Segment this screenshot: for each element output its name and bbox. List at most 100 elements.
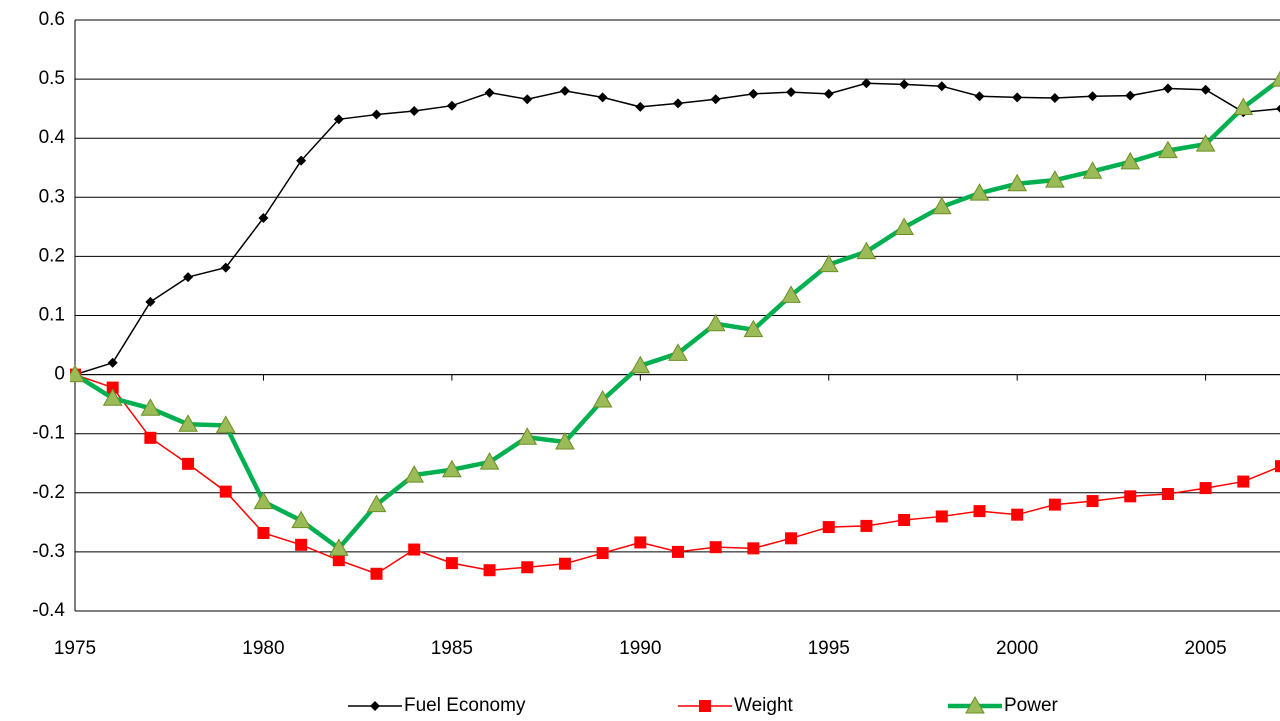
marker <box>634 536 647 549</box>
marker <box>258 212 269 223</box>
marker <box>183 272 194 283</box>
marker <box>408 543 421 556</box>
marker <box>1082 161 1103 179</box>
marker <box>446 100 457 111</box>
series-line <box>74 82 1280 376</box>
marker <box>1275 460 1280 473</box>
marker <box>1011 508 1024 521</box>
marker <box>936 81 947 92</box>
marker <box>823 88 834 99</box>
y-tick-label: -0.4 <box>32 600 65 621</box>
marker <box>479 452 500 470</box>
marker <box>899 79 910 90</box>
marker <box>70 364 85 383</box>
marker <box>1012 92 1023 103</box>
x-tick-label: 2005 <box>1184 638 1226 659</box>
marker <box>818 254 839 273</box>
y-tick-label: 0.5 <box>39 68 65 89</box>
y-tick-label: 0.1 <box>39 305 65 326</box>
legend-label: Weight <box>734 695 794 716</box>
marker <box>705 313 726 332</box>
marker <box>861 78 872 89</box>
marker <box>107 357 118 368</box>
marker <box>672 545 684 558</box>
marker <box>1158 140 1178 159</box>
marker <box>182 457 195 470</box>
marker <box>785 532 798 545</box>
marker <box>935 510 948 523</box>
marker <box>592 389 613 408</box>
marker <box>328 538 349 556</box>
marker <box>296 155 307 166</box>
marker <box>1237 475 1250 488</box>
marker <box>699 700 711 712</box>
marker <box>257 526 270 539</box>
marker <box>747 542 760 555</box>
marker <box>894 217 914 235</box>
marker <box>973 505 986 518</box>
marker <box>332 554 345 567</box>
marker <box>1199 482 1212 495</box>
marker <box>1120 151 1141 170</box>
x-tick-label: 2000 <box>996 638 1038 659</box>
marker <box>522 94 533 105</box>
marker <box>822 521 835 534</box>
marker <box>220 262 231 273</box>
marker <box>1087 91 1098 102</box>
marker <box>781 285 801 303</box>
series-line <box>74 373 1280 575</box>
marker <box>969 183 990 201</box>
marker <box>965 695 985 714</box>
marker <box>786 87 797 98</box>
marker <box>1045 170 1065 188</box>
series-line <box>73 77 1280 552</box>
marker <box>295 538 308 551</box>
marker <box>1195 134 1216 152</box>
marker <box>106 381 119 394</box>
marker <box>253 491 274 510</box>
marker <box>743 319 764 338</box>
marker <box>1233 97 1254 115</box>
marker <box>517 427 538 445</box>
marker <box>635 101 646 112</box>
marker <box>140 398 161 416</box>
marker <box>521 561 534 574</box>
marker <box>1161 487 1174 500</box>
marker <box>1276 104 1280 113</box>
marker <box>145 296 156 307</box>
marker <box>178 414 198 432</box>
x-tick-label: 1980 <box>242 638 284 659</box>
marker <box>404 465 425 483</box>
marker <box>483 564 496 577</box>
marker <box>442 459 462 478</box>
marker <box>860 519 873 532</box>
marker <box>673 98 683 109</box>
marker <box>709 541 722 554</box>
y-tick-label: -0.1 <box>32 423 65 444</box>
marker <box>144 431 157 444</box>
marker <box>1048 498 1061 511</box>
marker <box>371 109 382 120</box>
marker <box>409 106 420 117</box>
marker <box>710 94 721 105</box>
marker <box>555 431 575 450</box>
marker <box>1200 84 1211 95</box>
marker <box>748 88 759 99</box>
marker <box>219 485 232 498</box>
marker <box>856 241 877 260</box>
marker <box>558 557 571 570</box>
marker <box>898 513 911 526</box>
plot-area <box>70 70 1280 580</box>
y-tick-label: -0.2 <box>32 482 65 503</box>
marker <box>596 547 609 560</box>
marker <box>102 388 123 406</box>
y-tick-label: 0.2 <box>39 245 65 266</box>
marker <box>1124 490 1137 503</box>
y-tick-label: 0.3 <box>39 186 65 207</box>
marker <box>668 343 688 361</box>
marker <box>1162 83 1173 94</box>
marker <box>974 91 985 102</box>
marker <box>559 85 570 96</box>
y-tick-label: 0.4 <box>39 127 66 148</box>
